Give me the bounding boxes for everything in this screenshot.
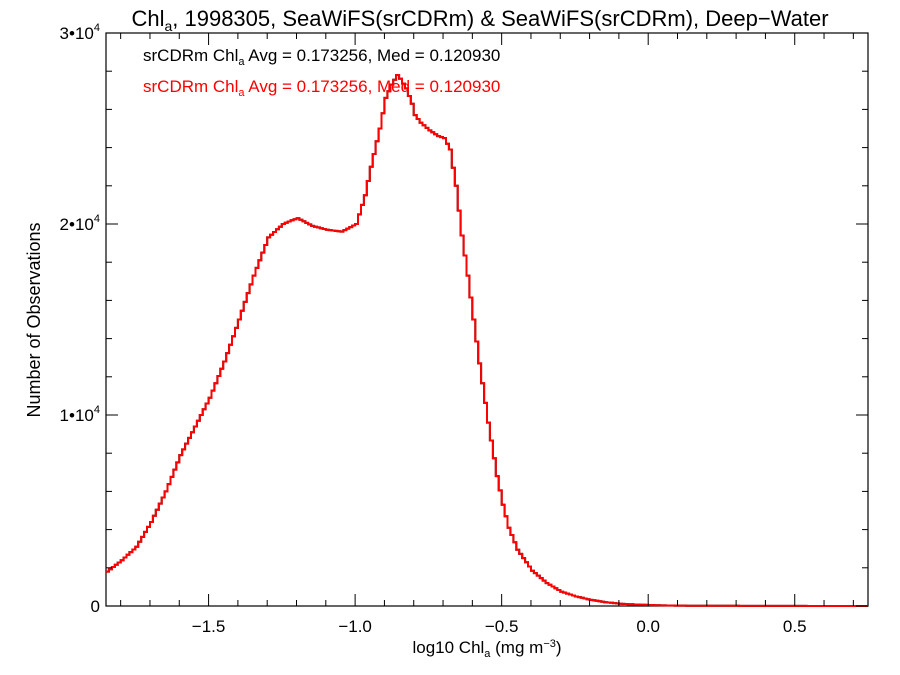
series-layer: [106, 74, 868, 607]
y-tick-label: 2•104: [60, 213, 100, 234]
y-tick-label-exponent: 4: [94, 404, 100, 416]
x-tick-label: −1.5: [192, 617, 226, 636]
histogram-series-1: [106, 74, 868, 607]
y-tick-label-mantissa: 1•10: [60, 406, 94, 425]
x-axis-label-base: log10 Chl: [412, 638, 484, 657]
chart-title-rest: , 1998305, SeaWiFS(srCDRm) & SeaWiFS(srC…: [172, 6, 828, 31]
stats-annotation-subscript: a: [238, 56, 245, 68]
x-axis-label-mid: (mg m: [490, 638, 543, 657]
y-tick-label-exponent: 4: [94, 213, 100, 225]
x-axis-label-superscript: −3: [543, 638, 556, 650]
histogram-series-2: [106, 74, 868, 607]
stats-annotation-values: Avg = 0.173256, Med = 0.120930: [245, 46, 501, 65]
y-tick-label: 0: [91, 597, 100, 616]
y-tick-label-exponent: 4: [94, 22, 100, 34]
y-tick-label-mantissa: 2•10: [60, 215, 94, 234]
x-tick-label: 0.0: [636, 617, 660, 636]
y-axis-label: Number of Observations: [24, 222, 44, 417]
stats-annotation-2: srCDRm Chla Avg = 0.173256, Med = 0.1209…: [143, 77, 500, 99]
annotations: srCDRm Chla Avg = 0.173256, Med = 0.1209…: [143, 46, 500, 99]
stats-annotation-prefix: srCDRm Chl: [143, 77, 238, 96]
x-tick-label: −1.0: [338, 617, 372, 636]
x-tick-label: 0.5: [783, 617, 807, 636]
x-axis-label: log10 Chla (mg m−3): [412, 638, 561, 660]
chart-title-subscript: a: [164, 18, 172, 34]
x-tick-label: −0.5: [485, 617, 519, 636]
chart-title: Chla, 1998305, SeaWiFS(srCDRm) & SeaWiFS…: [131, 6, 828, 34]
stats-annotation-1: srCDRm Chla Avg = 0.173256, Med = 0.1209…: [143, 46, 500, 68]
x-axis-label-end: ): [556, 638, 562, 657]
plot-frame: [105, 32, 869, 607]
y-tick-label: 1•104: [60, 404, 100, 425]
stats-annotation-subscript: a: [238, 87, 245, 99]
chart-title-base: Chl: [131, 6, 164, 31]
y-tick-label-mantissa: 3•10: [60, 24, 94, 43]
plot-area: [105, 32, 869, 607]
y-tick-label: 3•104: [60, 22, 100, 43]
stats-annotation-values: Avg = 0.173256, Med = 0.120930: [245, 77, 501, 96]
x-axis-label-subscript: a: [484, 648, 491, 660]
stats-annotation-prefix: srCDRm Chl: [143, 46, 238, 65]
